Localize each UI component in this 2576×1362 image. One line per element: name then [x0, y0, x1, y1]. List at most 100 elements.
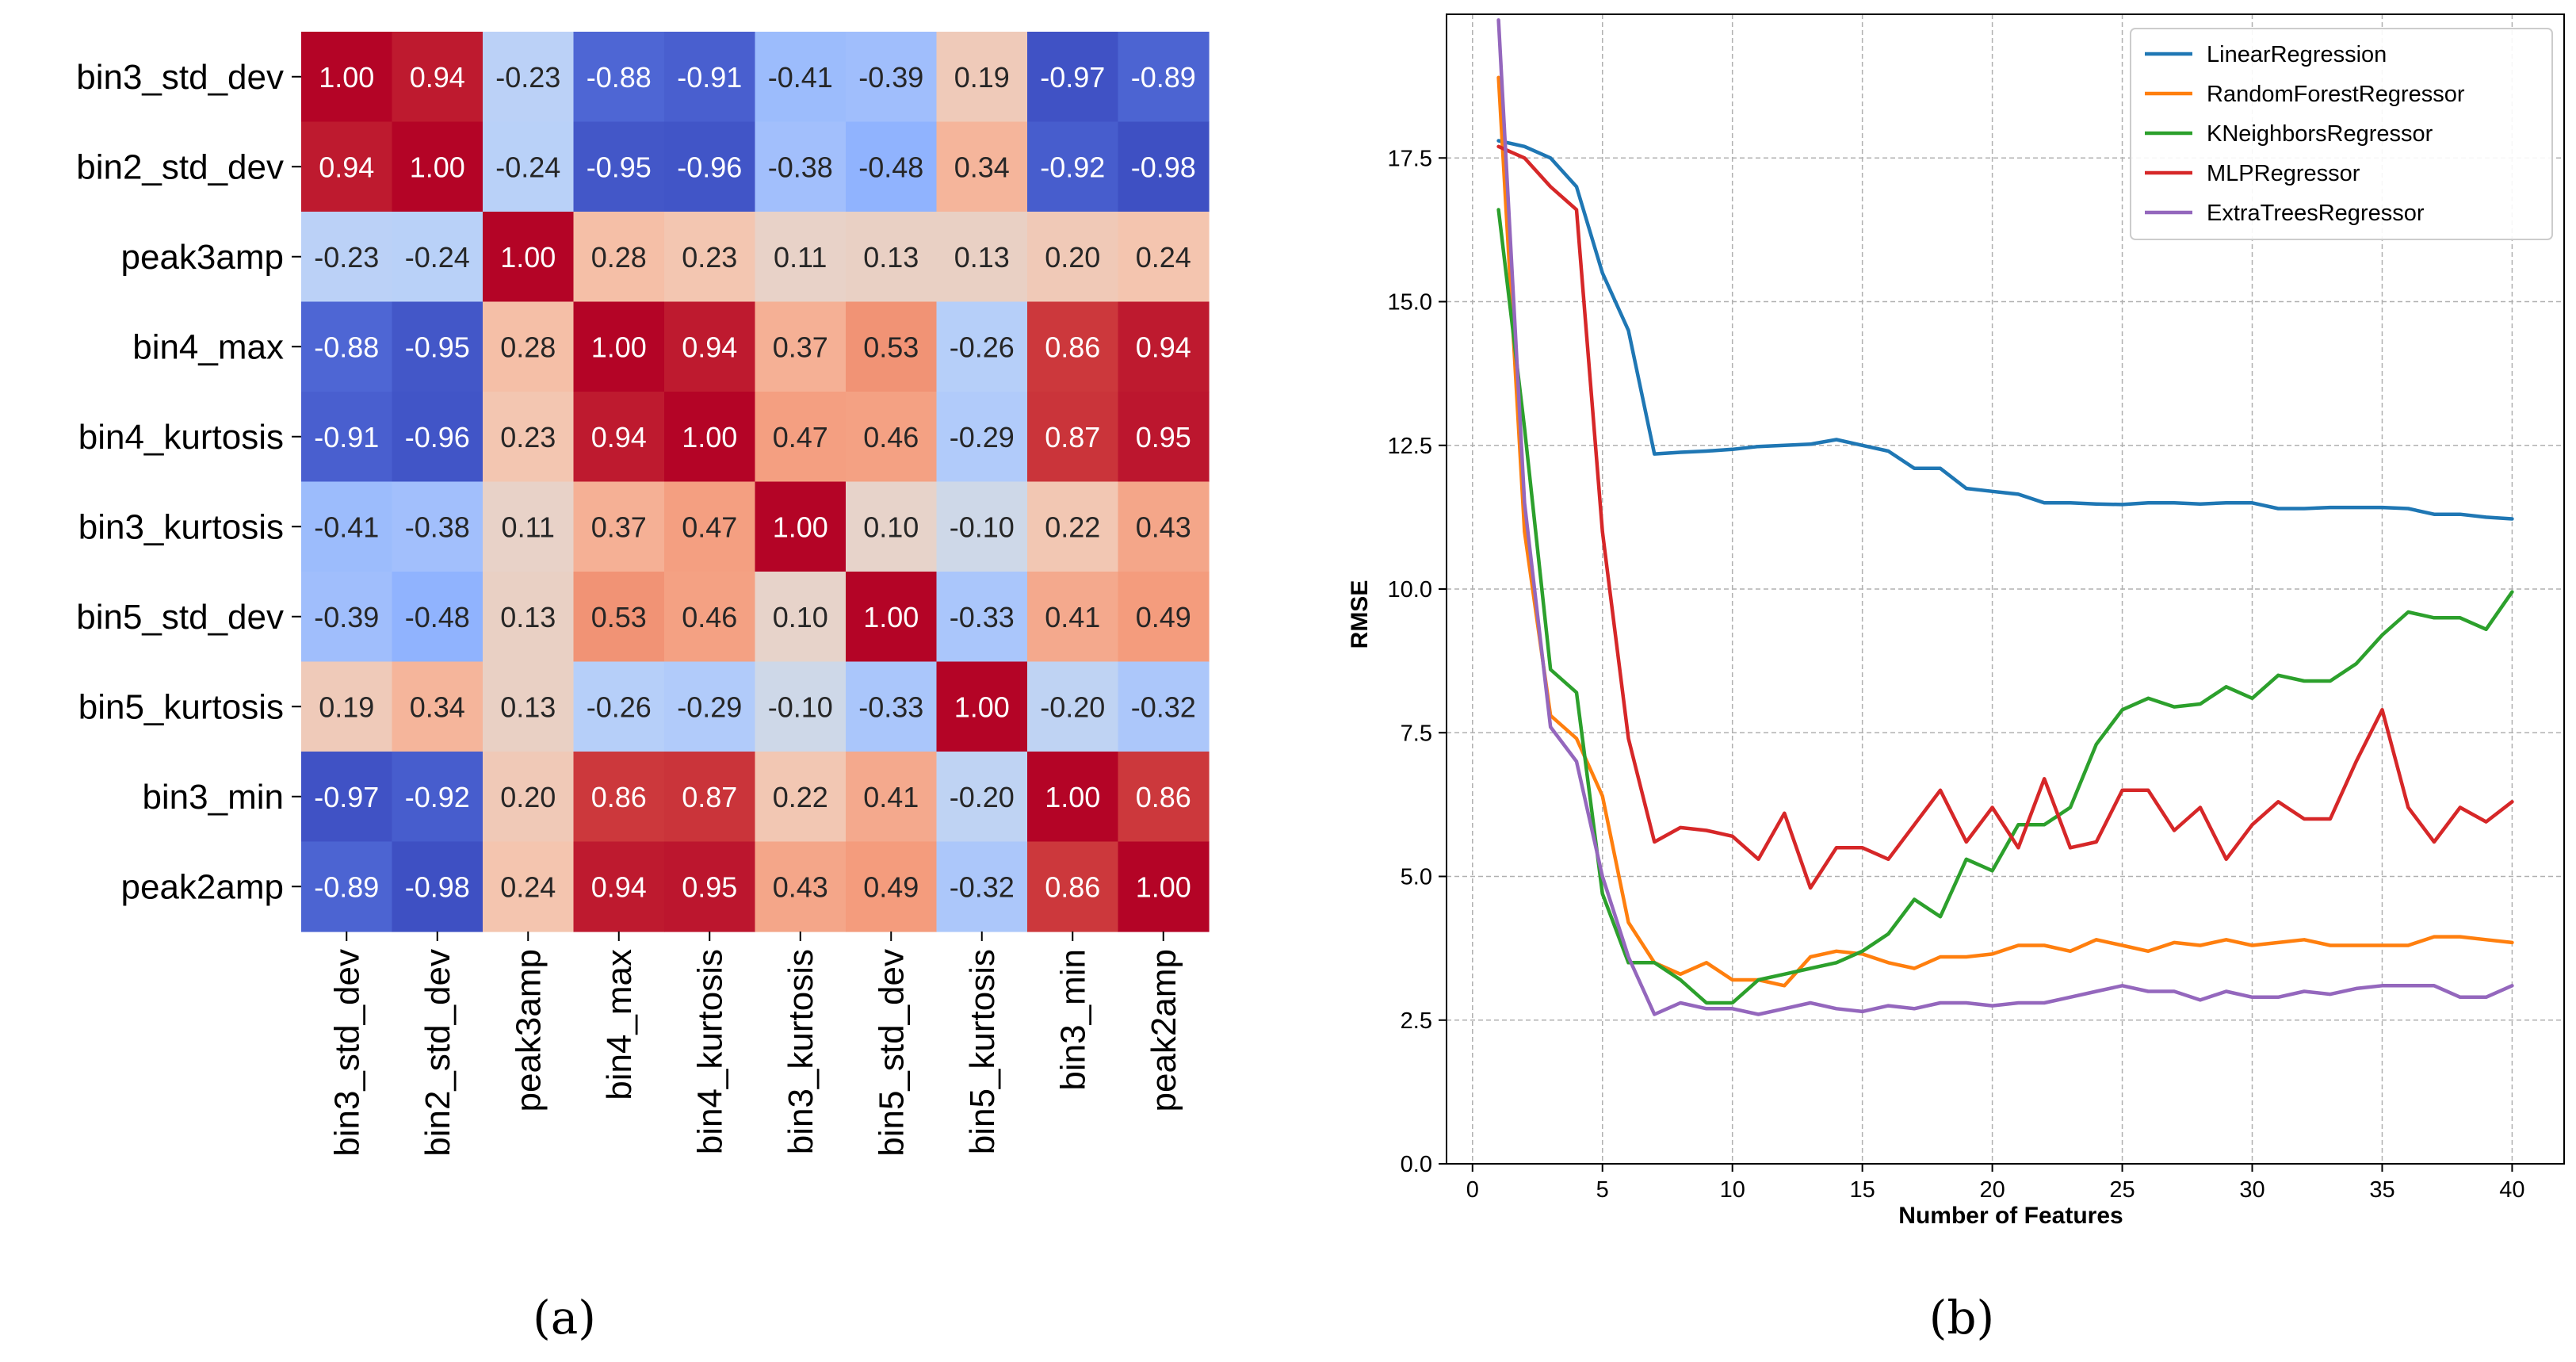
heatmap-cell — [392, 661, 483, 752]
heatmap-cell-value: -0.48 — [405, 601, 470, 633]
heatmap-cell — [846, 572, 938, 663]
heatmap-cell-value: -0.26 — [587, 691, 652, 723]
heatmap-cell-value: -0.95 — [405, 331, 470, 363]
heatmap-cell-value: 0.37 — [591, 511, 647, 543]
heatmap-cell-value: -0.38 — [405, 511, 470, 543]
row-label: bin2_std_dev — [76, 147, 284, 186]
heatmap-cell-value: 0.94 — [1136, 331, 1191, 363]
heatmap-cell — [1118, 32, 1210, 123]
heatmap-column-labels: bin3_std_dev bin2_std_dev peak3amp bin4_max… — [327, 932, 1183, 1157]
heatmap-cell-value: 0.49 — [863, 870, 919, 903]
heatmap-cell — [1027, 301, 1119, 392]
heatmap-cell — [755, 121, 847, 212]
heatmap-cell-value: -0.96 — [677, 151, 742, 183]
series-line-randomforestregressor — [1496, 75, 2514, 988]
heatmap-cell-value: -0.23 — [314, 241, 379, 274]
heatmap-cell-value: 1.00 — [1136, 870, 1191, 903]
heatmap-cell-value: 0.10 — [773, 601, 828, 633]
heatmap-cell — [936, 212, 1028, 303]
heatmap-cell — [392, 121, 483, 212]
rmse-line-chart: 0 5 10 15 20 25 30 35 40 0.0 2.5 5.0 7.5 10.0 12.5 15.… — [1347, 13, 2565, 1229]
heatmap-cell — [664, 841, 756, 932]
series-line-kneighborsregressor — [1496, 208, 2514, 1005]
heatmap-cell — [301, 212, 393, 303]
heatmap-cell — [573, 32, 665, 123]
y-tick-label: 5.0 — [1401, 865, 1432, 890]
heatmap-cell — [846, 212, 938, 303]
heatmap-cell-value: 0.86 — [591, 781, 647, 813]
heatmap-cell — [1118, 121, 1210, 212]
heatmap-cell — [1027, 392, 1119, 483]
heatmap-cell — [936, 301, 1028, 392]
heatmap-cell-value: 1.00 — [682, 421, 737, 453]
heatmap-cell-value: -0.24 — [405, 241, 470, 274]
heatmap-cell-value: -0.48 — [858, 151, 923, 183]
heatmap-cell-value: -0.89 — [314, 870, 379, 903]
heatmap-cell — [301, 392, 393, 483]
heatmap-cell — [846, 121, 938, 212]
heatmap-cell — [846, 841, 938, 932]
heatmap-cell-value: 1.00 — [319, 61, 374, 94]
heatmap-cell — [1027, 572, 1119, 663]
column-label: bin3_kurtosis — [782, 949, 820, 1154]
heatmap-cell — [936, 661, 1028, 752]
y-tick-label: 15.0 — [1388, 290, 1432, 316]
heatmap-cell-value: 0.41 — [863, 781, 919, 813]
heatmap-cell-value: -0.10 — [768, 691, 833, 723]
legend-entry: KNeighborsRegressor — [2207, 121, 2433, 147]
heatmap-cell-value: 0.53 — [863, 331, 919, 363]
legend-entry: ExtraTreesRegressor — [2207, 201, 2425, 226]
heatmap-cell — [846, 392, 938, 483]
heatmap-cell-value: 0.87 — [682, 781, 737, 813]
heatmap-cell — [936, 32, 1028, 123]
heatmap-cell — [664, 392, 756, 483]
column-label: bin5_std_dev — [872, 949, 911, 1157]
heatmap-cell — [936, 752, 1028, 843]
heatmap-cell-value: 1.00 — [773, 511, 828, 543]
heatmap-cell — [664, 32, 756, 123]
heatmap-cell-value: -0.33 — [950, 601, 1015, 633]
heatmap-cell-value: 0.86 — [1045, 870, 1100, 903]
heatmap-cell-value: -0.41 — [768, 61, 833, 94]
y-tick-label: 7.5 — [1401, 721, 1432, 746]
heatmap-cell — [664, 481, 756, 572]
heatmap-row-labels: bin3_std_dev bin2_std_dev peak3amp bin4_max… — [76, 58, 301, 906]
heatmap-cell-value: 0.47 — [682, 511, 737, 543]
heatmap-cell — [936, 841, 1028, 932]
heatmap-cell-value: -0.98 — [1131, 151, 1196, 183]
heatmap-cell-value: -0.26 — [950, 331, 1015, 363]
heatmap-cell — [573, 301, 665, 392]
heatmap-cell-value: 0.37 — [773, 331, 828, 363]
x-tick-label: 35 — [2369, 1177, 2394, 1203]
row-label: bin4_kurtosis — [78, 418, 284, 457]
heatmap-cell — [1027, 661, 1119, 752]
heatmap-cell — [664, 661, 756, 752]
heatmap-cell-value: 0.20 — [1045, 241, 1100, 274]
heatmap-cell-value: 0.46 — [863, 421, 919, 453]
x-tick-label: 10 — [1720, 1177, 1745, 1203]
x-tick-label: 5 — [1596, 1177, 1609, 1203]
heatmap-cell — [1118, 841, 1210, 932]
heatmap-cell-value: 0.47 — [773, 421, 828, 453]
y-tick-label: 2.5 — [1401, 1008, 1432, 1034]
x-tick-label: 40 — [2499, 1177, 2524, 1203]
heatmap-cell-value: 0.34 — [954, 151, 1010, 183]
heatmap-cell-labels: 1.00 0.94 -0.23 -0.88 -0.91 -0.41 -0.39 0.19 -0.… — [314, 61, 1196, 904]
heatmap-cell-value: -0.89 — [1131, 61, 1196, 94]
row-label: bin3_kurtosis — [78, 507, 284, 546]
heatmap-cell-value: 0.22 — [1045, 511, 1100, 543]
y-axis-ticks: 0.0 2.5 5.0 7.5 10.0 12.5 15.0 17.5 — [1388, 146, 1447, 1177]
heatmap-cell-value: 0.10 — [863, 511, 919, 543]
heatmap-cell — [1027, 752, 1119, 843]
heatmap-cell-value: -0.95 — [587, 151, 652, 183]
heatmap-cell — [664, 121, 756, 212]
heatmap-cell — [301, 661, 393, 752]
heatmap-cell-value: 1.00 — [954, 691, 1010, 723]
heatmap-cell-value: 0.28 — [591, 241, 647, 274]
row-label: peak2amp — [121, 867, 284, 906]
heatmap-cell — [1118, 212, 1210, 303]
column-label: bin2_std_dev — [419, 949, 457, 1157]
row-label: peak3amp — [121, 238, 284, 277]
heatmap-cell-value: 0.11 — [502, 511, 555, 543]
heatmap-cell — [1118, 392, 1210, 483]
